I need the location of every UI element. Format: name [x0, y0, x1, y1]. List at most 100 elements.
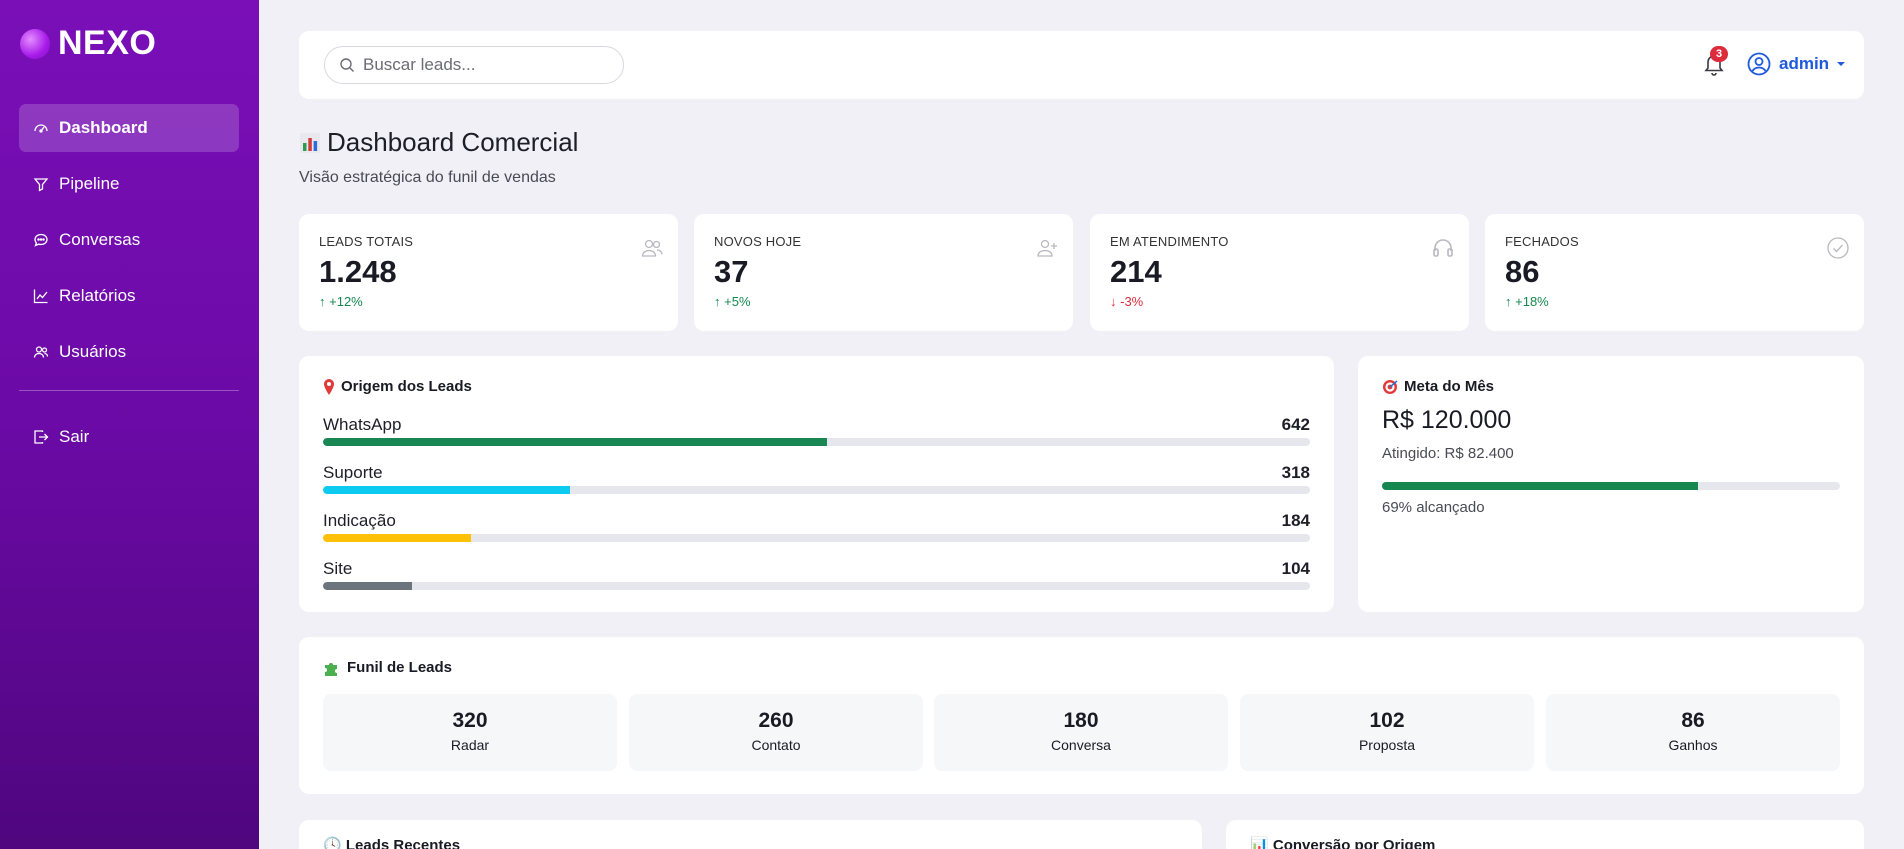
stat-value: 214: [1110, 254, 1162, 289]
gauge-icon: [34, 124, 48, 133]
stat-trend: ↑ +5%: [714, 294, 751, 309]
notification-badge: 3: [1710, 46, 1728, 62]
funnel-title: Funil de Leads: [323, 659, 452, 676]
conversion-title: 📊 Conversão por Origem: [1250, 836, 1435, 849]
stat-card-em-atendimento: EM ATENDIMENTO 214 ↓ -3%: [1090, 214, 1469, 331]
origin-row-indicacao: Indicação 184: [323, 511, 1310, 542]
origin-label: Indicação: [323, 511, 396, 530]
origin-bar-fill: [323, 582, 412, 590]
stat-label: LEADS TOTAIS: [319, 234, 414, 249]
logout-icon: [34, 430, 49, 444]
funnel-step-value: 260: [758, 709, 794, 732]
sidebar-item-label: Pipeline: [59, 174, 120, 193]
check-circle-icon: [1827, 237, 1849, 259]
sidebar-item-conversas[interactable]: Conversas: [19, 216, 239, 264]
recent-leads-title: 🕓 Leads Recentes: [323, 836, 460, 849]
stat-trend: ↑ +12%: [319, 294, 363, 309]
target-icon: [1383, 379, 1398, 394]
origin-card: Origem dos Leads WhatsApp 642 Suporte 318 …: [299, 356, 1334, 612]
stat-value: 37: [714, 254, 749, 289]
funnel-step-radar[interactable]: 320 Radar: [323, 694, 617, 771]
stat-card-fechados: FECHADOS 86 ↑ +18%: [1485, 214, 1864, 331]
origin-title: Origem dos Leads: [323, 378, 472, 395]
user-plus-icon: [1037, 239, 1057, 257]
sidebar-item-usuarios[interactable]: Usuários: [19, 328, 239, 376]
recent-leads-title-text: Leads Recentes: [345, 837, 461, 849]
search-input[interactable]: [363, 55, 603, 75]
user-name: admin: [1779, 54, 1830, 73]
brand-name: NEXO: [58, 24, 157, 62]
stat-trend: ↑ +18%: [1505, 294, 1549, 309]
sidebar-item-pipeline[interactable]: Pipeline: [19, 160, 239, 208]
funnel-step-value: 180: [1063, 709, 1099, 732]
origin-value: 642: [1281, 415, 1310, 434]
origin-bar-fill: [323, 438, 828, 446]
bar-chart-icon: [300, 132, 320, 153]
funnel-step-label: Ganhos: [1668, 737, 1718, 753]
page-subtitle: Visão estratégica do funil de vendas: [299, 169, 556, 186]
funnel-step-proposta[interactable]: 102 Proposta: [1240, 694, 1534, 771]
stat-trend-value: +18%: [1515, 294, 1549, 309]
chat-icon: [34, 233, 48, 247]
headset-icon: [1433, 239, 1453, 257]
origin-title-text: Origem dos Leads: [341, 378, 472, 395]
stat-value: 86: [1505, 254, 1540, 289]
sidebar-nav: Dashboard Pipeline Conversas Relatórios …: [19, 104, 239, 469]
funnel-step-label: Proposta: [1358, 737, 1416, 753]
origin-value: 318: [1281, 463, 1310, 482]
stat-card-novos-hoje: NOVOS HOJE 37 ↑ +5%: [694, 214, 1073, 331]
stat-card-leads-totais: LEADS TOTAIS 1.248 ↑ +12%: [299, 214, 678, 331]
sidebar-item-label: Conversas: [59, 230, 141, 249]
funnel-step-value: 102: [1369, 709, 1405, 732]
origin-bar-fill: [323, 486, 570, 494]
chart-line-icon: [33, 289, 48, 304]
stat-trend-value: +5%: [724, 294, 751, 309]
puzzle-icon: [325, 662, 337, 676]
stat-trend: ↓ -3%: [1110, 294, 1144, 309]
goal-target: R$ 120.000: [1382, 406, 1512, 434]
funnel-step-value: 320: [452, 709, 488, 732]
funnel-step-label: Conversa: [1051, 737, 1111, 753]
origin-bar-track: [323, 534, 1310, 542]
goal-progress-track: [1382, 482, 1840, 490]
recent-leads-card: 🕓 Leads Recentes: [299, 820, 1202, 849]
user-menu[interactable]: admin: [1747, 52, 1846, 76]
sidebar-item-dashboard[interactable]: Dashboard: [19, 104, 239, 152]
stat-label: EM ATENDIMENTO: [1110, 234, 1229, 249]
search-box[interactable]: [324, 46, 624, 84]
top-bar: 3 admin: [299, 31, 1864, 99]
sidebar-item-sair[interactable]: Sair: [19, 413, 239, 461]
funnel-title-text: Funil de Leads: [347, 659, 453, 676]
brand[interactable]: NEXO: [20, 24, 156, 63]
origin-label: Suporte: [323, 463, 383, 482]
sidebar-item-label: Usuários: [59, 342, 127, 361]
stat-value: 1.248: [319, 254, 397, 289]
users-icon: [33, 346, 49, 358]
origin-bar-track: [323, 486, 1310, 494]
funnel-step-contato[interactable]: 260 Contato: [629, 694, 923, 771]
goal-progress-label: 69% alcançado: [1382, 499, 1485, 516]
stat-label: FECHADOS: [1505, 234, 1579, 249]
funnel-step-label: Radar: [450, 737, 490, 753]
goal-progress-fill: [1382, 482, 1699, 490]
sidebar-item-relatorios[interactable]: Relatórios: [19, 272, 239, 320]
user-circle-icon: [1747, 52, 1771, 76]
origin-bar-track: [323, 582, 1310, 590]
sidebar-item-label: Relatórios: [59, 286, 136, 305]
sidebar-item-label: Dashboard: [59, 118, 148, 137]
users-icon: [641, 239, 663, 257]
funnel-step-ganhos[interactable]: 86 Ganhos: [1546, 694, 1840, 771]
stat-label: NOVOS HOJE: [714, 234, 802, 249]
caret-down-icon: [1837, 62, 1846, 66]
funnel-step-label: Contato: [751, 737, 801, 753]
sidebar: NEXO Dashboard Pipeline Conversas Relató…: [0, 0, 259, 849]
goal-title-text: Meta do Mês: [1404, 378, 1495, 395]
stat-trend-value: -3%: [1120, 294, 1144, 309]
origin-value: 184: [1281, 511, 1310, 530]
funnel-step-conversa[interactable]: 180 Conversa: [934, 694, 1228, 771]
page-title-text: Dashboard Comercial: [327, 127, 579, 157]
goal-reached: Atingido: R$ 82.400: [1382, 445, 1514, 462]
funnel-step-value: 86: [1681, 709, 1705, 732]
brand-logo-icon: [20, 28, 50, 59]
search-icon: [340, 58, 354, 72]
